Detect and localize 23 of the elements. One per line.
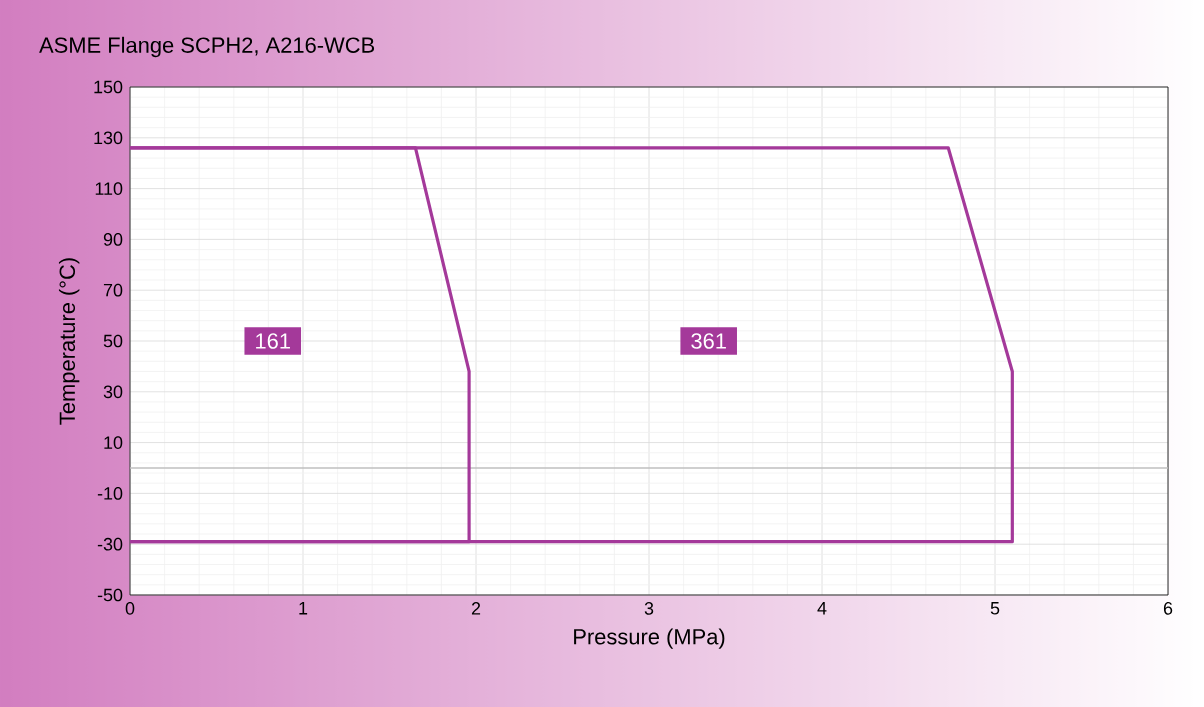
x-tick-label: 6 <box>1163 602 1173 615</box>
x-tick-label: 0 <box>125 602 135 615</box>
y-tick-label: 150 <box>94 80 123 94</box>
x-tick-label: 1 <box>299 602 308 615</box>
y-axis-title: Temperature (°C) <box>58 258 80 425</box>
x-tick-label: 2 <box>471 602 481 615</box>
x-axis-title: Pressure (MPa) <box>574 628 725 649</box>
text: 361 <box>691 333 726 349</box>
y-tick-label: 30 <box>103 385 123 399</box>
y-tick-label: 110 <box>95 182 123 195</box>
y-tick-label: 50 <box>103 334 123 348</box>
y-tick-label: -30 <box>97 537 123 551</box>
y-tick-label: 70 <box>103 283 123 297</box>
y-tick-label: 130 <box>94 131 123 145</box>
x-tick-label: 4 <box>817 602 827 615</box>
y-tick-label: -50 <box>97 588 123 602</box>
y-tick-label: 90 <box>103 233 123 246</box>
x-tick-label: 3 <box>644 602 654 615</box>
x-tick-label: 5 <box>990 602 1000 615</box>
y-tick-label: 10 <box>104 436 123 449</box>
chart-title: ASME Flange SCPH2, A216-WCB <box>39 36 375 58</box>
text: 161 <box>256 333 290 349</box>
y-tick-label: -10 <box>97 487 123 500</box>
